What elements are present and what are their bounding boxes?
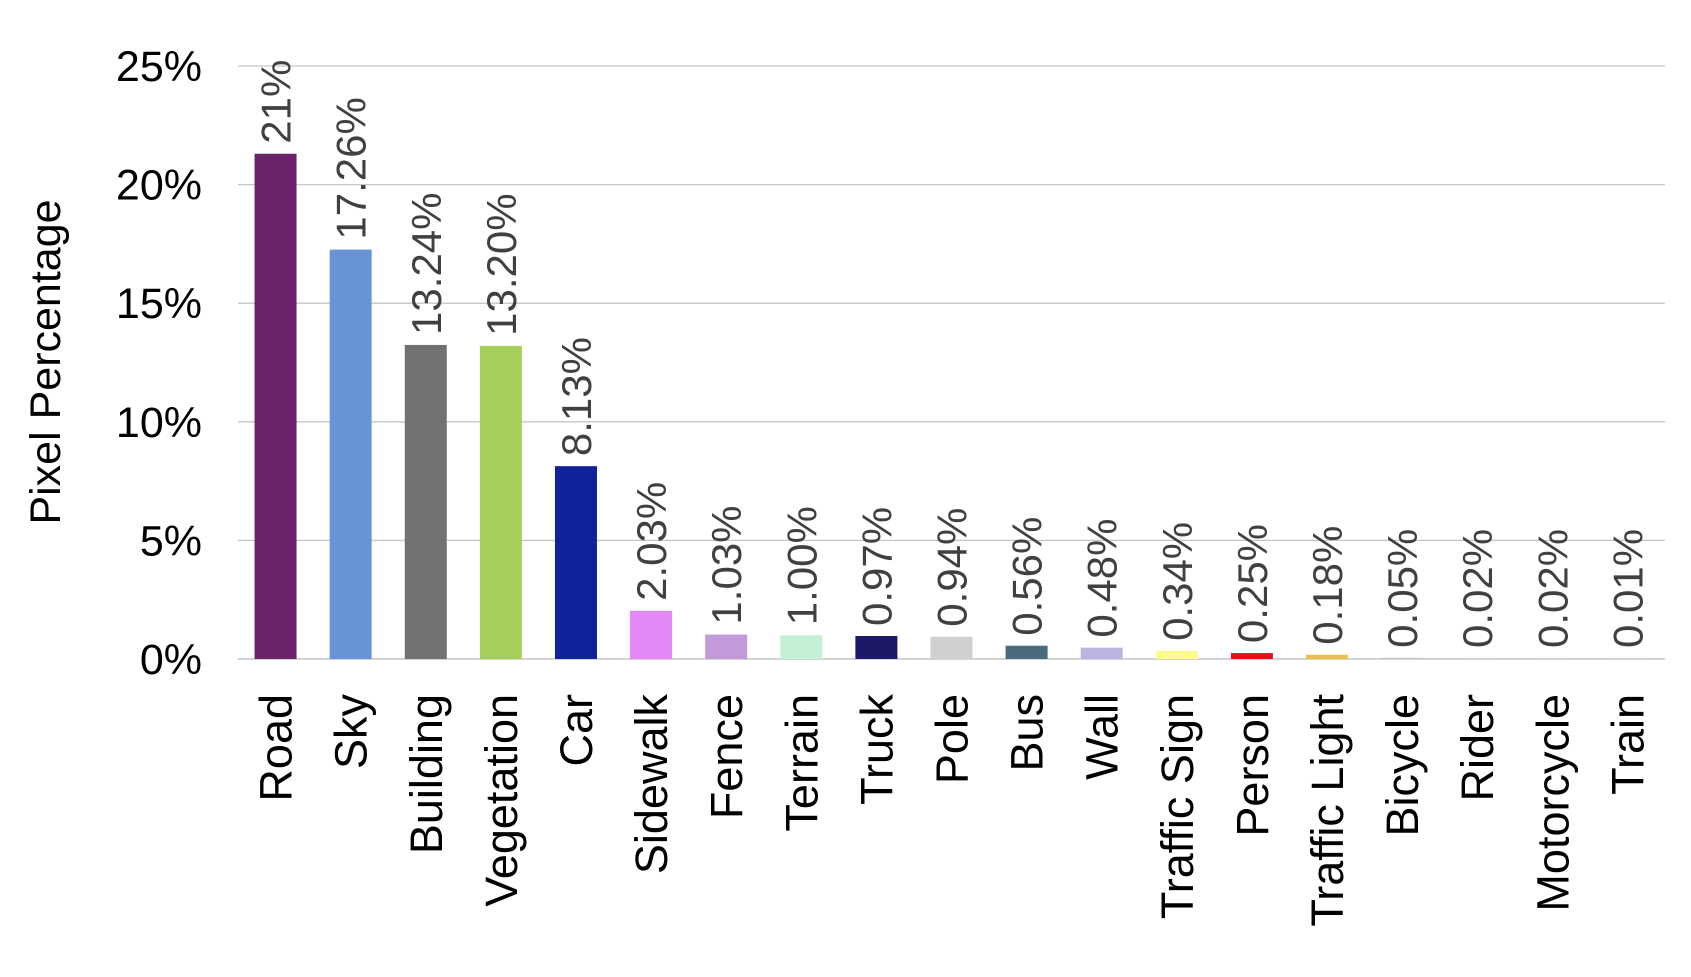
bar	[1155, 650, 1198, 659]
y-tick-label: 20%	[116, 162, 202, 210]
x-tick-label: Sidewalk	[626, 694, 677, 875]
bar	[554, 466, 597, 659]
x-tick-label: Road	[251, 694, 302, 802]
x-tick-label: Terrain	[776, 694, 827, 832]
data-label: 0.94%	[929, 508, 976, 627]
y-tick-label: 15%	[116, 280, 202, 328]
x-tick-label: Building	[401, 694, 452, 854]
data-label: 13.24%	[403, 192, 450, 334]
data-label: 0.25%	[1229, 524, 1276, 643]
y-tick-label: 5%	[140, 517, 202, 565]
data-label: 1.00%	[778, 506, 825, 625]
x-tick-label: Traffic Light	[1302, 694, 1353, 927]
x-tick-label: Motorcycle	[1527, 694, 1578, 912]
x-tick-label: Rider	[1452, 694, 1503, 802]
data-label: 17.26%	[328, 97, 375, 239]
data-label: 0.05%	[1379, 529, 1426, 648]
bars	[254, 153, 1649, 659]
bar	[630, 610, 673, 659]
y-axis-label: Pixel Percentage	[22, 199, 70, 524]
data-label: 0.01%	[1604, 529, 1651, 648]
x-tick-label: Bicycle	[1377, 694, 1428, 837]
y-tick-label: 10%	[116, 399, 202, 447]
x-tick-label: Bus	[1002, 694, 1053, 772]
x-tick-label: Person	[1227, 694, 1278, 837]
data-label: 0.97%	[853, 507, 900, 626]
data-label: 0.48%	[1079, 519, 1126, 638]
data-label: 0.34%	[1154, 522, 1201, 641]
x-tick-label: Sky	[326, 694, 377, 770]
bar	[705, 634, 748, 659]
data-label: 2.03%	[628, 482, 675, 601]
x-axis-ticks: Road Sky Building Vegetation Car Sidewalk Fenc…	[251, 694, 1654, 927]
data-label: 8.13%	[553, 337, 600, 456]
y-tick-label: 0%	[140, 636, 202, 684]
data-label: 0.02%	[1454, 529, 1501, 648]
bar	[780, 635, 823, 659]
y-axis-ticks: 0% 5% 10% 15% 20% 25%	[116, 43, 202, 684]
bar	[1531, 658, 1574, 659]
x-tick-label: Vegetation	[476, 694, 527, 907]
data-label: 0.56%	[1004, 517, 1051, 636]
y-tick-label: 25%	[116, 43, 202, 91]
data-label: 1.03%	[703, 505, 750, 624]
bar	[479, 345, 522, 659]
data-label: 0.02%	[1529, 529, 1576, 648]
x-tick-label: Car	[551, 694, 602, 767]
x-tick-label: Truck	[851, 694, 902, 805]
bar	[1606, 658, 1649, 659]
bar	[855, 635, 898, 659]
data-label: 13.20%	[478, 193, 525, 335]
bar	[254, 153, 297, 659]
bar	[1306, 654, 1349, 659]
bar	[1381, 657, 1424, 659]
x-tick-label: Wall	[1077, 694, 1128, 780]
x-tick-label: Pole	[927, 694, 978, 784]
x-tick-label: Traffic Sign	[1152, 694, 1203, 919]
bar	[1456, 658, 1499, 659]
bar	[1230, 653, 1273, 659]
data-label: 0.18%	[1304, 526, 1351, 645]
bar	[404, 344, 447, 659]
bar	[930, 636, 973, 659]
bar	[1080, 647, 1123, 659]
bar	[1005, 645, 1048, 659]
data-labels: 21% 17.26% 13.24% 13.20% 8.13% 2.03% 1.03% 1.00…	[253, 60, 1652, 648]
bar	[329, 249, 372, 659]
x-tick-label: Fence	[701, 694, 752, 819]
x-tick-label: Train	[1602, 694, 1653, 795]
data-label: 21%	[253, 60, 300, 144]
